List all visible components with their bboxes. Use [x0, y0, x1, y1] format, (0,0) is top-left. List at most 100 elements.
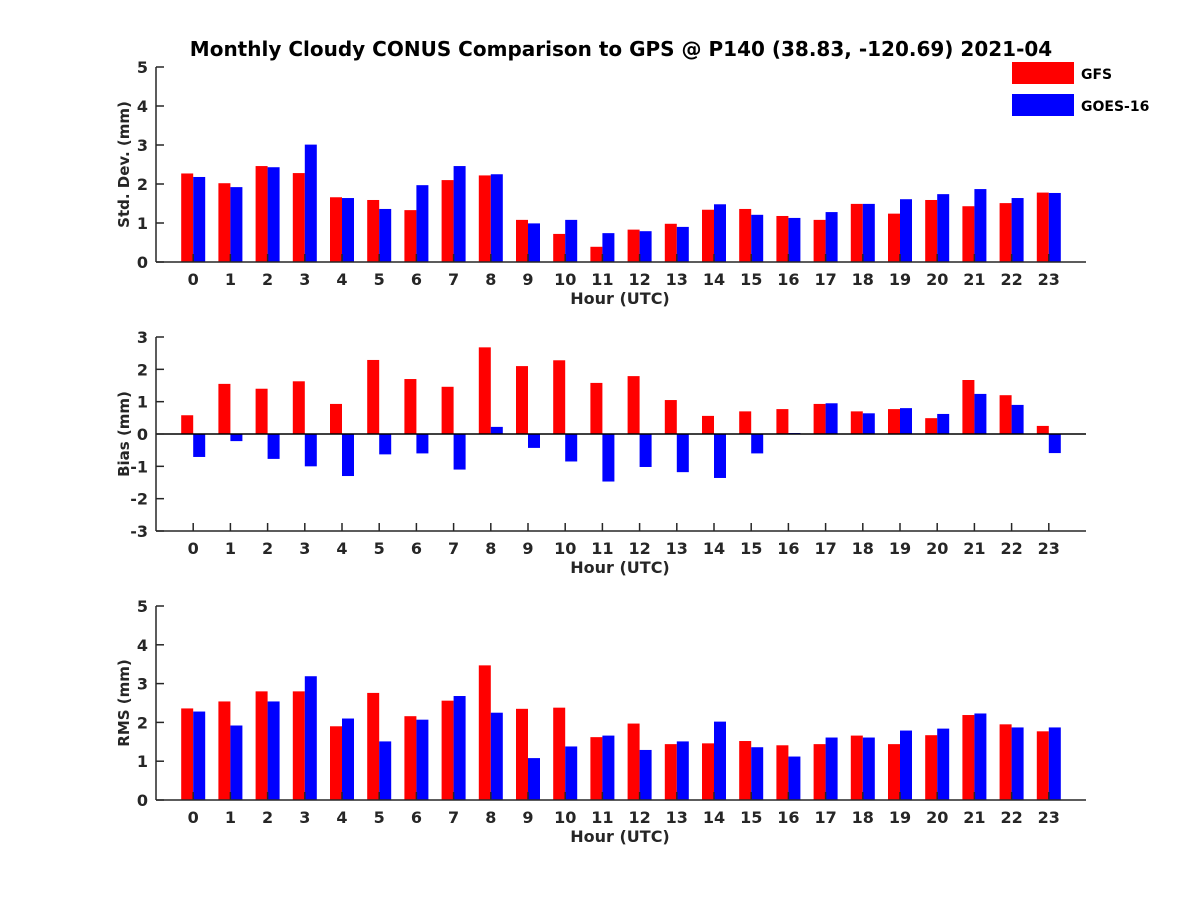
- bar-gfs-hour-13: [664, 400, 677, 434]
- bar-gfs-hour-22: [999, 395, 1012, 434]
- bar-gfs-hour-14: [702, 209, 714, 262]
- bar-goes-16-hour-21: [974, 713, 987, 800]
- y-tick-label: 4: [137, 97, 148, 116]
- x-tick-label: 4: [336, 270, 347, 289]
- bar-gfs-hour-6: [404, 716, 417, 800]
- x-tick-label: 8: [485, 270, 496, 289]
- y-tick-label: 0: [137, 253, 148, 272]
- bar-goes-16-hour-3: [304, 676, 317, 800]
- y-tick-label: -1: [130, 457, 148, 476]
- y-tick-label: 1: [137, 752, 148, 771]
- x-tick-label: 1: [225, 808, 236, 827]
- bar-gfs-hour-8: [478, 175, 491, 262]
- bar-gfs-hour-17: [813, 403, 826, 434]
- y-tick-label: 4: [137, 636, 148, 655]
- bar-gfs-hour-21: [962, 380, 975, 434]
- x-tick-label: 19: [889, 808, 911, 827]
- x-tick-label: 1: [225, 539, 236, 558]
- bar-goes-16-hour-2: [267, 167, 280, 262]
- bar-gfs-hour-10: [553, 233, 566, 262]
- bar-goes-16-hour-21: [974, 393, 987, 434]
- bar-goes-16-hour-9: [528, 434, 540, 448]
- x-tick-label: 3: [299, 808, 310, 827]
- x-tick-label: 8: [485, 539, 496, 558]
- x-tick-label: 3: [299, 539, 310, 558]
- bar-gfs-hour-9: [516, 366, 528, 434]
- bar-goes-16-hour-22: [1011, 198, 1024, 262]
- bar-goes-16-hour-20: [937, 728, 950, 800]
- bar-goes-16-hour-20: [937, 194, 950, 262]
- bar-gfs-hour-1: [218, 701, 231, 800]
- bar-goes-16-hour-2: [267, 701, 280, 800]
- bar-gfs-hour-23: [1036, 192, 1049, 262]
- bar-gfs-hour-6: [404, 379, 417, 434]
- bar-gfs-hour-18: [850, 203, 863, 262]
- bar-gfs-hour-23: [1036, 425, 1049, 434]
- bar-goes-16-hour-8: [490, 426, 503, 434]
- bar-gfs-hour-7: [441, 700, 454, 800]
- bar-gfs-hour-22: [999, 724, 1012, 800]
- x-tick-label: 18: [852, 808, 874, 827]
- bar-gfs-hour-20: [925, 735, 938, 800]
- x-tick-label: 17: [814, 539, 836, 558]
- bar-gfs-hour-16: [776, 409, 789, 434]
- bar-gfs-hour-16: [776, 215, 789, 262]
- x-tick-label: 12: [628, 808, 650, 827]
- y-tick-label: 0: [137, 791, 148, 810]
- bar-gfs-hour-7: [441, 386, 454, 434]
- x-axis-label: Hour (UTC): [570, 558, 670, 577]
- x-tick-label: 7: [448, 539, 459, 558]
- y-tick-label: 3: [137, 328, 148, 347]
- x-tick-label: 20: [926, 539, 948, 558]
- y-tick-label: 0: [137, 425, 148, 444]
- x-tick-label: 2: [262, 539, 273, 558]
- x-tick-label: 6: [411, 270, 422, 289]
- bar-goes-16-hour-22: [1011, 404, 1024, 434]
- x-tick-label: 18: [852, 539, 874, 558]
- bar-gfs-hour-2: [255, 166, 268, 262]
- bar-gfs-hour-12: [627, 229, 640, 262]
- bar-gfs-hour-21: [962, 206, 975, 262]
- x-tick-label: 7: [448, 270, 459, 289]
- x-tick-label: 10: [554, 539, 576, 558]
- bar-goes-16-hour-10: [565, 746, 578, 800]
- bar-goes-16-hour-13: [676, 226, 689, 262]
- bar-goes-16-hour-12: [639, 231, 652, 262]
- bar-goes-16-hour-8: [490, 712, 503, 800]
- bar-gfs-hour-16: [776, 745, 789, 800]
- bar-gfs-hour-1: [218, 183, 231, 262]
- bar-gfs-hour-0: [181, 415, 194, 434]
- bar-goes-16-hour-23: [1048, 727, 1061, 800]
- bar-goes-16-hour-0: [193, 711, 206, 800]
- x-tick-label: 9: [522, 270, 533, 289]
- bar-gfs-hour-13: [664, 223, 677, 262]
- x-tick-label: 22: [1000, 539, 1022, 558]
- y-tick-label: 3: [137, 136, 148, 155]
- x-tick-label: 16: [777, 808, 799, 827]
- y-axis-label: RMS (mm): [115, 659, 133, 746]
- x-tick-label: 16: [777, 270, 799, 289]
- x-tick-label: 11: [591, 808, 613, 827]
- bar-gfs-hour-8: [478, 665, 491, 800]
- x-tick-label: 11: [591, 539, 613, 558]
- bar-goes-16-hour-8: [490, 174, 503, 262]
- bar-goes-16-hour-6: [416, 719, 429, 800]
- bar-gfs-hour-2: [255, 691, 268, 800]
- x-tick-label: 6: [411, 539, 422, 558]
- bar-gfs-hour-21: [962, 715, 975, 800]
- bar-gfs-hour-11: [590, 246, 603, 262]
- x-tick-label: 11: [591, 270, 613, 289]
- bar-goes-16-hour-0: [193, 434, 206, 457]
- legend-label-goes-16: GOES-16: [1081, 99, 1149, 115]
- x-tick-label: 22: [1000, 270, 1022, 289]
- bar-goes-16-hour-9: [528, 758, 540, 800]
- bar-goes-16-hour-11: [602, 233, 615, 262]
- bar-gfs-hour-0: [181, 173, 194, 262]
- chart-legend: GFS GOES-16: [1012, 62, 1149, 116]
- x-tick-label: 8: [485, 808, 496, 827]
- bar-goes-16-hour-15: [751, 214, 764, 262]
- x-tick-label: 23: [1038, 539, 1060, 558]
- bar-goes-16-hour-11: [602, 735, 615, 800]
